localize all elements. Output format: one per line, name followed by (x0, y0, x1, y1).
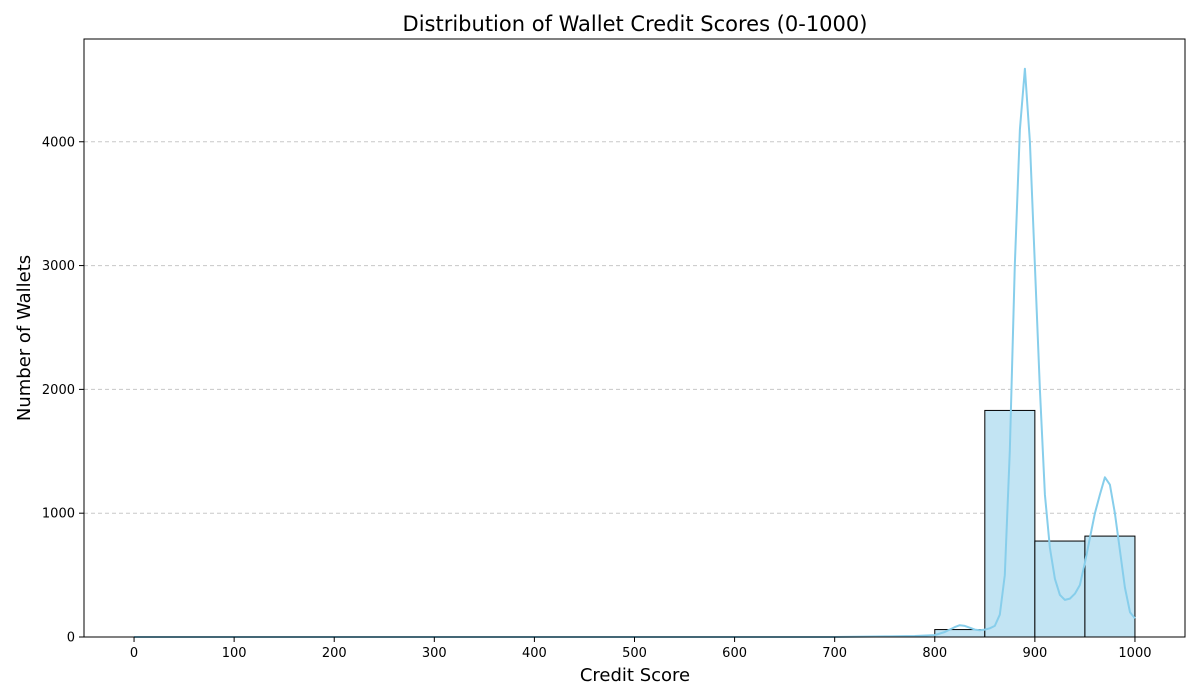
x-tick-label: 800 (922, 646, 947, 661)
x-tick-label: 100 (222, 646, 247, 661)
x-tick-label: 0 (130, 646, 138, 661)
y-tick-label: 4000 (42, 135, 75, 150)
y-axis-label: Number of Wallets (14, 255, 35, 421)
y-tick-label: 3000 (42, 259, 75, 274)
x-tick-label: 1000 (1118, 646, 1151, 661)
x-tick-label: 900 (1022, 646, 1047, 661)
histogram-bar (1084, 535, 1136, 638)
y-tick-label: 0 (67, 631, 75, 646)
histogram-bars (934, 409, 1136, 638)
y-tick-label: 1000 (42, 507, 75, 522)
x-tick-label: 400 (522, 646, 547, 661)
y-tick-label: 2000 (42, 383, 75, 398)
x-tick-label: 300 (422, 646, 447, 661)
chart-title: Distribution of Wallet Credit Scores (0-… (403, 12, 868, 36)
x-axis-label: Credit Score (580, 665, 690, 686)
x-tick-label: 700 (822, 646, 847, 661)
x-axis-ticks: 0 100 200 300 400 500 600 700 800 900 1000 (130, 637, 1152, 661)
y-axis-ticks: 0 1000 2000 3000 4000 (42, 135, 84, 646)
x-tick-label: 200 (322, 646, 347, 661)
x-tick-label: 600 (722, 646, 747, 661)
kde-curve (134, 67, 1136, 638)
x-tick-label: 500 (622, 646, 647, 661)
kde-line (134, 67, 1136, 638)
